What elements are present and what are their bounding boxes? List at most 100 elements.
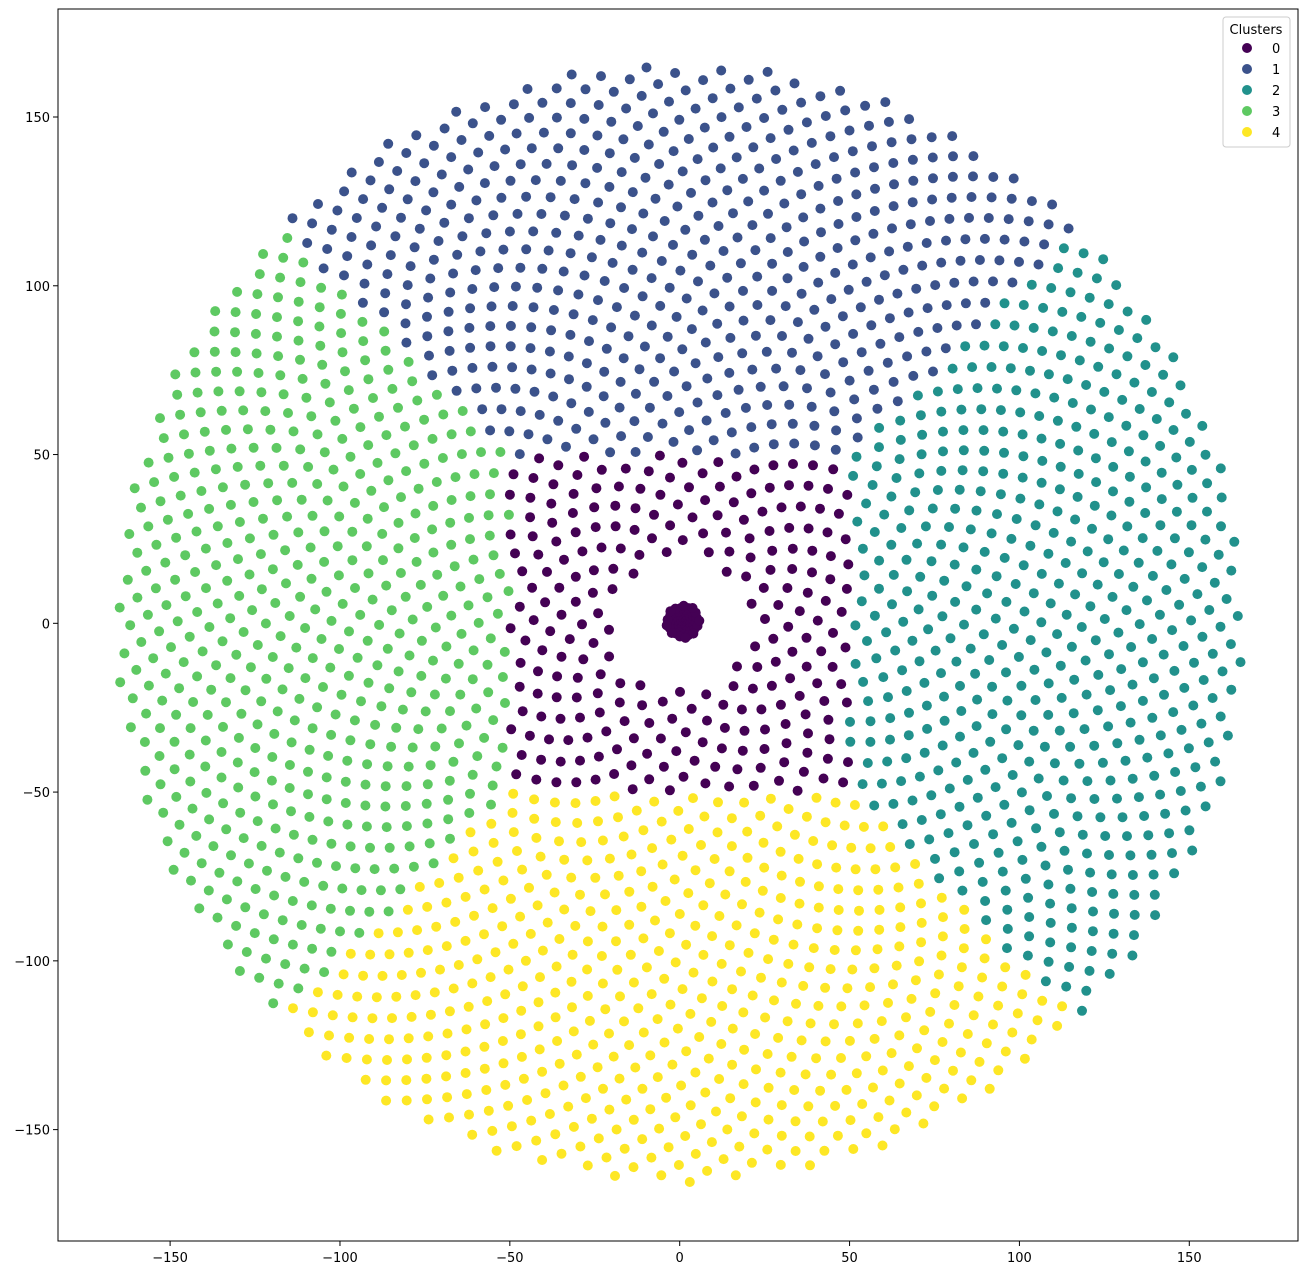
scatter-point: [1207, 648, 1218, 659]
scatter-point: [155, 779, 166, 790]
scatter-point: [928, 173, 938, 184]
scatter-point: [595, 669, 606, 680]
scatter-point: [1026, 279, 1037, 290]
scatter-point: [938, 912, 948, 923]
scatter-point: [273, 351, 284, 362]
scatter-point: [688, 793, 698, 804]
scatter-point: [533, 1021, 544, 1032]
scatter-point: [487, 780, 498, 791]
scatter-point: [556, 609, 567, 620]
scatter-point: [526, 364, 537, 375]
scatter-point: [1195, 781, 1206, 792]
scatter-point: [412, 925, 423, 936]
scatter-point: [1038, 302, 1049, 313]
scatter-point: [1002, 904, 1013, 915]
scatter-point: [532, 900, 543, 911]
scatter-point: [955, 255, 966, 266]
scatter-point: [387, 383, 398, 394]
scatter-point: [407, 614, 418, 625]
scatter-point: [709, 288, 720, 299]
scatter-point: [467, 362, 478, 373]
scatter-point: [610, 500, 621, 511]
scatter-point: [467, 118, 478, 129]
scatter-point: [886, 137, 897, 148]
scatter-point: [630, 447, 641, 457]
scatter-point: [166, 642, 176, 653]
scatter-point: [1142, 752, 1153, 763]
scatter-point: [504, 489, 515, 500]
scatter-point: [664, 96, 674, 107]
scatter-point: [681, 939, 692, 950]
scatter-point: [707, 93, 718, 104]
scatter-point: [1019, 236, 1030, 247]
scatter-point: [674, 407, 685, 418]
scatter-point: [151, 539, 162, 550]
scatter-point: [874, 442, 884, 453]
scatter-point: [312, 857, 322, 868]
scatter-point: [409, 242, 420, 253]
scatter-point: [463, 213, 474, 224]
scatter-point: [820, 321, 831, 332]
scatter-point: [517, 981, 528, 992]
scatter-point: [1196, 718, 1207, 729]
scatter-point: [747, 220, 758, 231]
scatter-point: [393, 543, 404, 554]
scatter-point: [381, 1095, 392, 1106]
scatter-point: [412, 395, 423, 406]
scatter-point: [1113, 325, 1124, 335]
scatter-point: [798, 212, 809, 223]
scatter-point: [307, 834, 318, 845]
scatter-point: [372, 457, 383, 468]
scatter-point: [364, 1034, 375, 1044]
scatter-point: [600, 417, 611, 428]
scatter-point: [853, 925, 864, 936]
scatter-point: [410, 990, 421, 1001]
scatter-point: [553, 285, 564, 296]
scatter-point: [536, 711, 547, 722]
scatter-point: [616, 167, 627, 178]
scatter-point: [890, 645, 901, 656]
scatter-point: [1040, 860, 1051, 871]
scatter-point: [241, 947, 252, 957]
scatter-point: [275, 631, 286, 642]
scatter-point: [1088, 906, 1098, 917]
scatter-point: [312, 987, 323, 998]
scatter-point: [1012, 836, 1023, 847]
scatter-point: [945, 633, 956, 644]
scatter-point: [1052, 415, 1063, 426]
scatter-point: [954, 866, 965, 877]
scatter-point: [523, 429, 534, 440]
scatter-point: [858, 676, 869, 687]
scatter-point: [972, 694, 983, 705]
scatter-point: [861, 498, 872, 509]
scatter-point: [832, 1130, 843, 1141]
scatter-point: [1039, 741, 1050, 752]
scatter-point: [320, 378, 331, 389]
scatter-point: [819, 1145, 830, 1156]
scatter-point: [656, 256, 667, 266]
scatter-point: [884, 313, 895, 324]
scatter-point: [402, 280, 413, 291]
scatter-point: [930, 280, 941, 291]
scatter-point: [981, 1038, 992, 1049]
scatter-point: [817, 1116, 828, 1127]
scatter-point: [768, 460, 779, 471]
scatter-point: [528, 473, 539, 483]
scatter-point: [972, 792, 983, 803]
scatter-point: [896, 523, 907, 533]
scatter-point: [340, 798, 351, 808]
scatter-point: [380, 288, 391, 299]
scatter-point: [564, 634, 575, 645]
scatter-point: [719, 722, 730, 733]
scatter-point: [914, 771, 925, 782]
scatter-point: [697, 468, 708, 479]
scatter-point: [611, 1124, 622, 1135]
scatter-point: [443, 794, 454, 805]
scatter-point: [1058, 775, 1069, 786]
scatter-point: [727, 984, 738, 995]
scatter-point: [342, 251, 353, 262]
scatter-point: [775, 699, 786, 710]
scatter-point: [883, 692, 893, 703]
scatter-point: [148, 653, 159, 664]
scatter-point: [1111, 280, 1122, 291]
